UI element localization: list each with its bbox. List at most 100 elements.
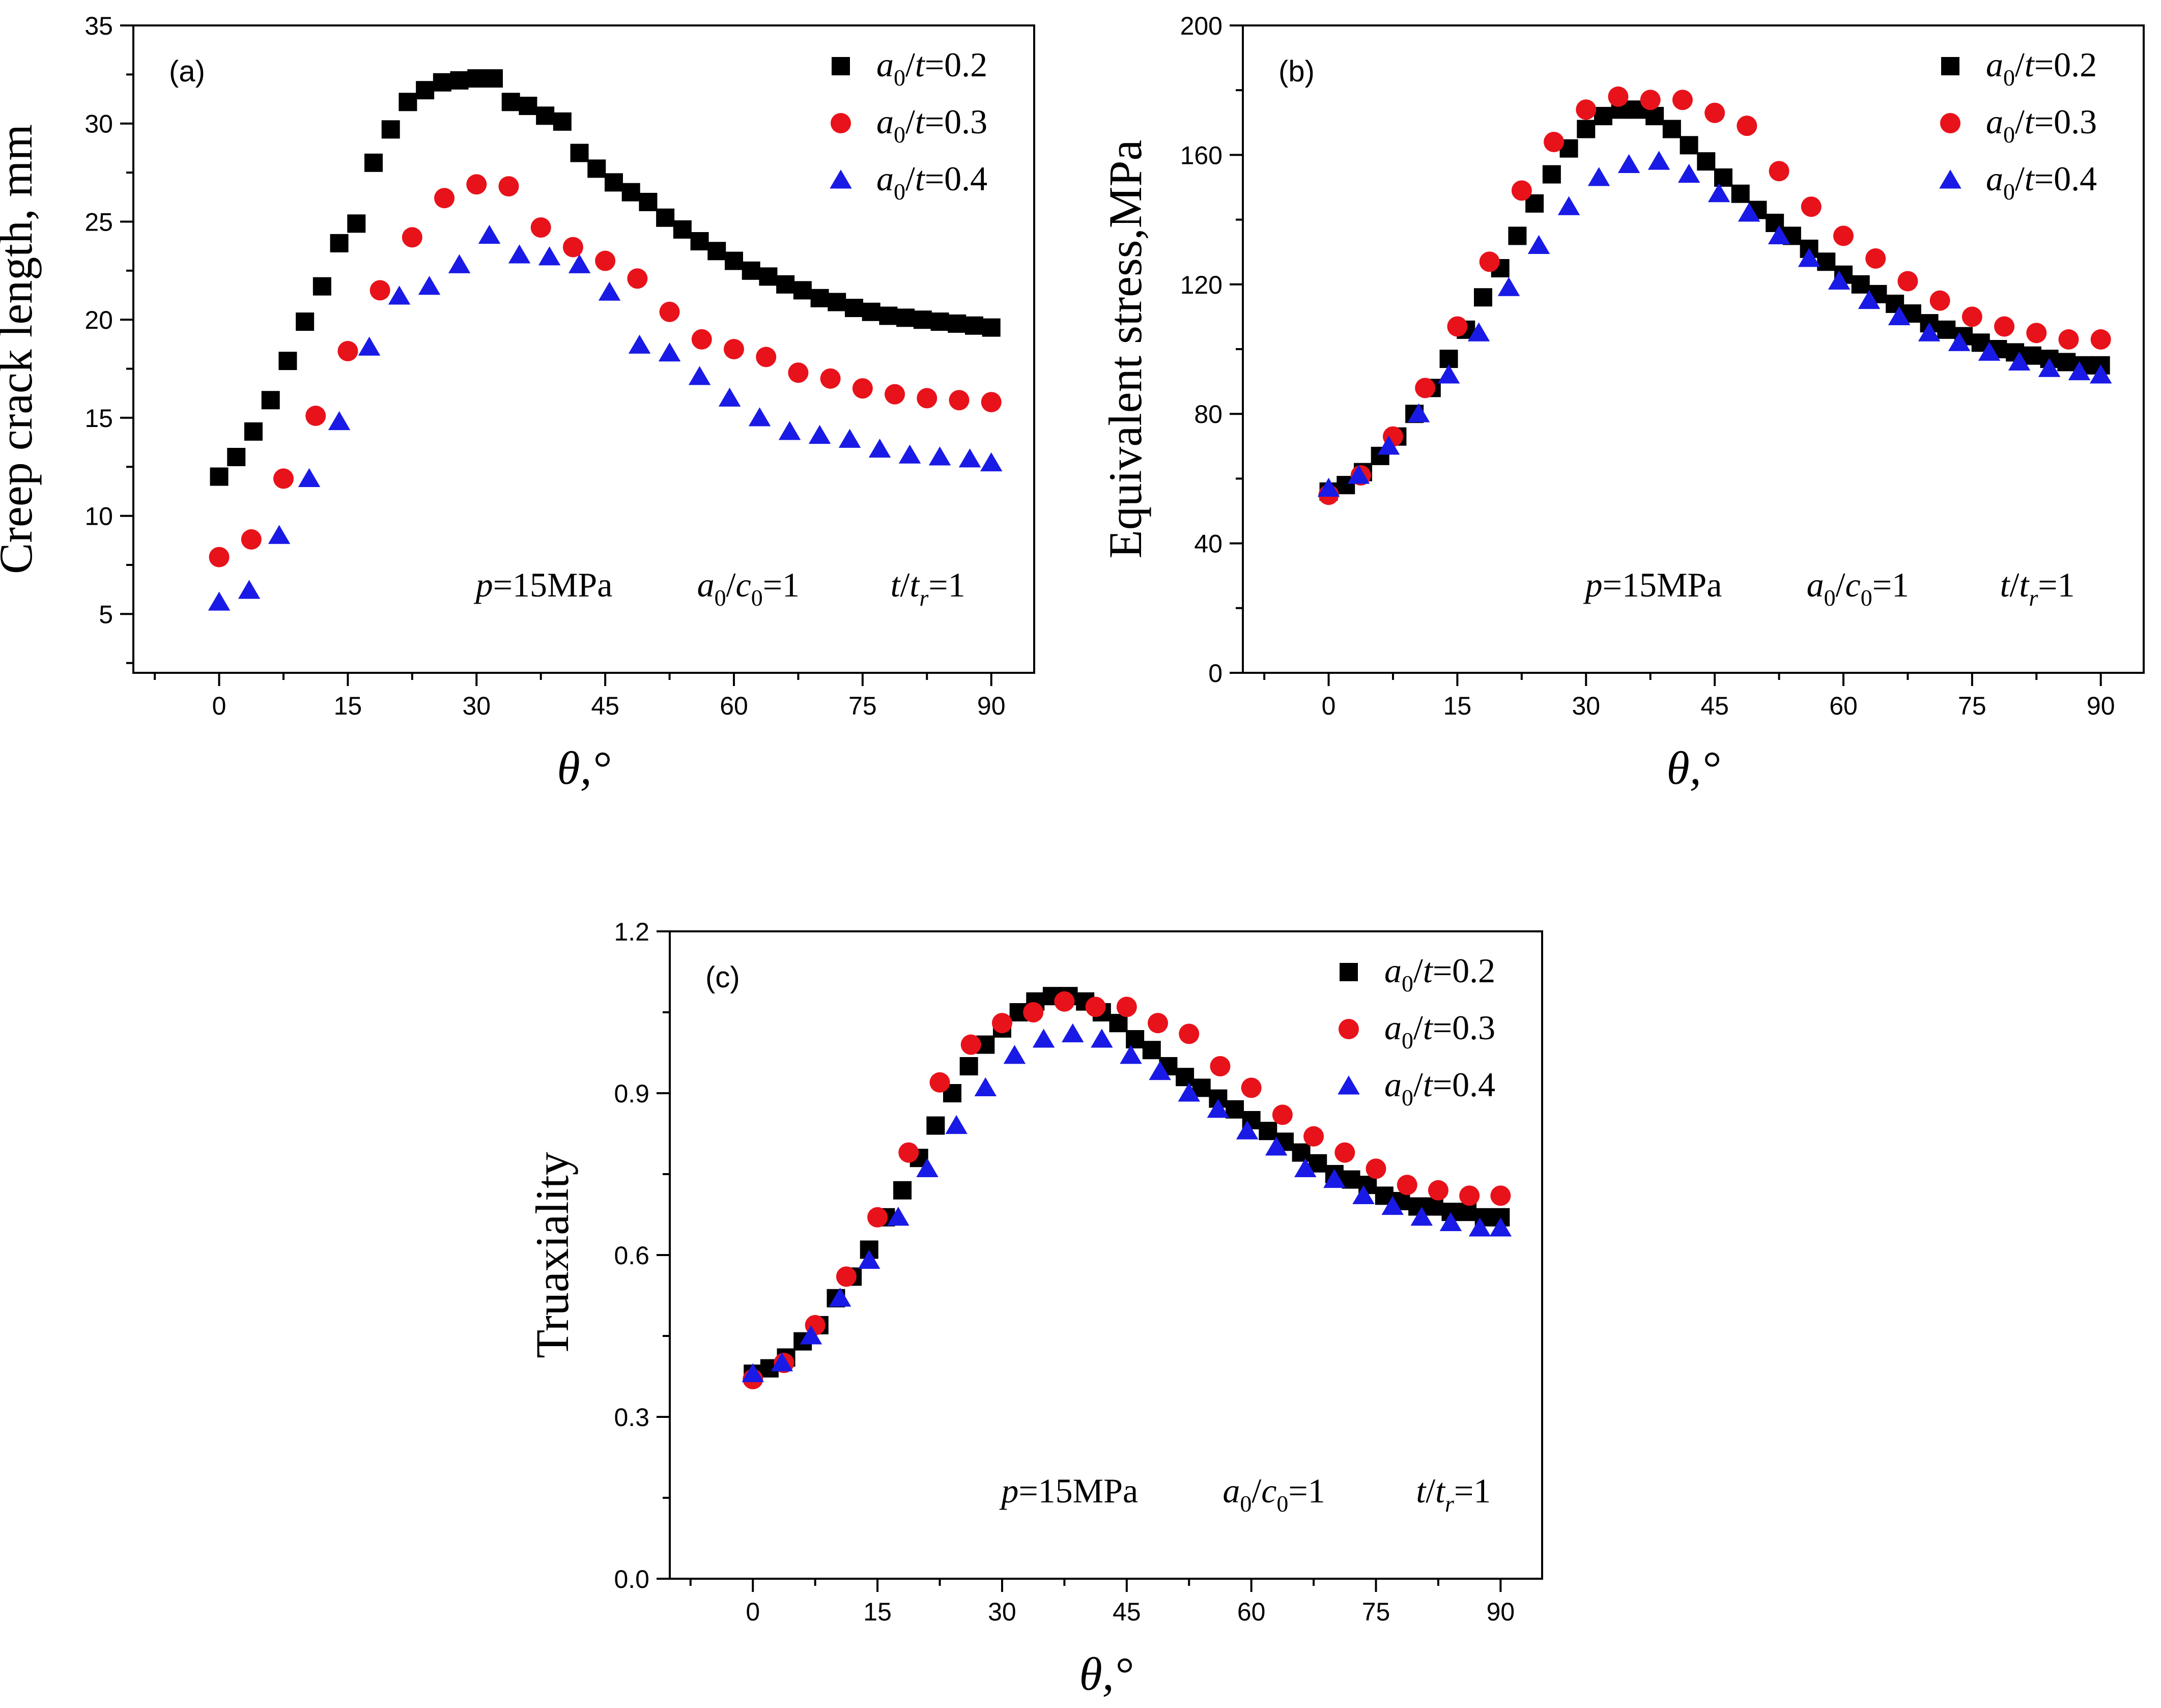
note-geometry: a0/c0=1 (1807, 565, 1909, 611)
series-3 (208, 224, 1003, 611)
data-point (820, 368, 841, 389)
data-point (1645, 107, 1664, 126)
data-point (238, 580, 261, 599)
data-point (1381, 1195, 1404, 1215)
data-point (508, 244, 531, 264)
panel-label: (a) (169, 55, 205, 88)
data-point (1468, 1217, 1491, 1237)
data-point (330, 234, 349, 252)
y-tick-label: 0.3 (614, 1403, 649, 1432)
note-time: t/tr=1 (1416, 1471, 1491, 1517)
condition-note: p=15MPa a0/c0=1 t/tr=1 (999, 1471, 1491, 1517)
data-point (1176, 1068, 1195, 1087)
data-point (241, 529, 262, 550)
data-point (916, 1158, 939, 1177)
data-point (1439, 1212, 1462, 1231)
data-point (1410, 1207, 1433, 1226)
note-time: t/tr=1 (2000, 565, 2075, 611)
chart-panel-c: 0 15 30 45 60 75 90 0.0 0.3 0.6 0.9 1.2 θ,° Truaxiali… (526, 918, 1543, 1700)
data-point (1397, 1175, 1417, 1195)
data-point (1594, 107, 1612, 126)
data-point (628, 334, 651, 354)
data-point (1833, 225, 1854, 246)
data-point (1085, 997, 1106, 1017)
data-point (1178, 1083, 1200, 1102)
data-point (1647, 151, 1670, 170)
x-tick-label: 45 (1700, 692, 1729, 720)
data-point (347, 214, 366, 233)
legend-entry-label: a0/t=0.4 (876, 159, 987, 205)
data-point (1677, 163, 1700, 183)
condition-note: p=15MPa a0/c0=1 t/tr=1 (1583, 565, 2075, 611)
data-point (587, 159, 606, 178)
note-pressure: p=15MPa (999, 1471, 1138, 1510)
data-point (1828, 270, 1851, 290)
legend: a0/t=0.2 a0/t=0.3 a0/t=0.4 (830, 45, 987, 205)
data-point (1697, 152, 1716, 171)
data-point (1474, 288, 1492, 307)
data-point (1617, 154, 1640, 174)
y-tick-label: 0.9 (614, 1079, 649, 1108)
data-point (949, 390, 970, 411)
data-point (1459, 1185, 1480, 1206)
data-point (688, 366, 711, 385)
series-2 (209, 174, 1002, 567)
legend-entry-label: a0/t=0.3 (1986, 102, 2097, 148)
legend-entry-label: a0/t=0.3 (876, 102, 987, 148)
y-tick-label: 10 (84, 502, 113, 531)
data-point (707, 242, 726, 261)
data-point (244, 422, 263, 441)
data-point (1508, 226, 1527, 245)
data-point (1769, 161, 1789, 182)
data-point (1023, 1002, 1044, 1022)
series-3 (1317, 151, 2112, 497)
data-point (1109, 1014, 1128, 1033)
data-point (1292, 1143, 1311, 1162)
x-tick-label: 75 (848, 692, 877, 720)
series-1 (210, 69, 1001, 486)
data-point (742, 261, 760, 280)
y-tick-label: 200 (1180, 12, 1222, 40)
note-time: t/tr=1 (891, 565, 965, 611)
data-point (1415, 378, 1436, 398)
data-point (595, 250, 616, 271)
data-point (1497, 277, 1520, 296)
data-point (2089, 364, 2112, 384)
data-point (448, 254, 471, 273)
y-tick-label: 120 (1180, 271, 1222, 299)
data-point (478, 224, 501, 244)
x-tick-label: 0 (1322, 692, 1336, 720)
data-point (2026, 323, 2047, 344)
data-point (570, 144, 589, 162)
data-point (1731, 184, 1750, 203)
data-point (974, 1077, 997, 1096)
data-point (305, 406, 326, 426)
data-point (1576, 99, 1597, 120)
panel-label: (b) (1278, 55, 1315, 88)
data-point (1672, 90, 1693, 110)
data-point (1207, 1099, 1230, 1118)
note-pressure: p=15MPa (1583, 565, 1722, 604)
data-point (1149, 1061, 1171, 1080)
legend-marker (831, 113, 851, 133)
data-point (982, 318, 1001, 337)
data-point (887, 1207, 909, 1226)
data-point (1142, 1041, 1161, 1060)
data-point (793, 281, 812, 300)
y-tick-label: 25 (84, 208, 113, 236)
data-point (416, 81, 435, 100)
data-point (1490, 1185, 1511, 1206)
data-point (759, 267, 778, 286)
data-point (879, 306, 898, 325)
data-point (1738, 203, 1760, 222)
data-point (928, 446, 951, 466)
legend-entry-label: a0/t=0.2 (1384, 951, 1495, 997)
data-point (1680, 136, 1698, 155)
x-tick-label: 0 (746, 1598, 760, 1626)
x-tick-label: 90 (977, 692, 1006, 720)
y-tick-label: 30 (84, 110, 113, 138)
data-point (1961, 306, 1982, 327)
data-point (1865, 248, 1886, 269)
data-point (501, 93, 520, 111)
data-point (896, 308, 915, 327)
